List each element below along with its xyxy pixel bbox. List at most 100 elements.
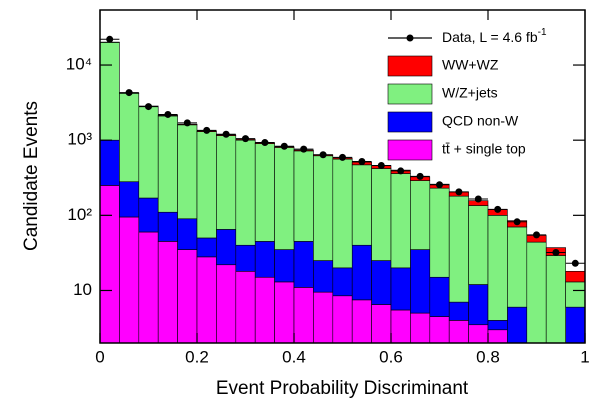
histogram-bar bbox=[216, 136, 235, 230]
histogram-bar bbox=[294, 241, 313, 287]
histogram-bar bbox=[216, 265, 235, 348]
histogram-bar bbox=[372, 305, 391, 348]
histogram-bar bbox=[313, 292, 332, 348]
histogram-bar bbox=[333, 296, 352, 348]
data-point bbox=[475, 195, 482, 202]
histogram-bar bbox=[566, 271, 585, 282]
data-point bbox=[572, 260, 579, 267]
histogram-bar bbox=[275, 250, 294, 282]
histogram-bar bbox=[449, 302, 468, 320]
x-tick-label: 0.4 bbox=[282, 347, 306, 366]
histogram-bar bbox=[100, 140, 119, 185]
histogram-bar bbox=[178, 125, 197, 219]
histogram-bar bbox=[158, 212, 177, 241]
legend-swatch bbox=[388, 140, 432, 160]
histogram-bar bbox=[352, 165, 371, 245]
histogram-bar bbox=[410, 181, 429, 250]
legend-label: tt̄ + single top bbox=[442, 141, 526, 157]
histogram-bar bbox=[119, 217, 138, 348]
histogram-bar bbox=[100, 42, 119, 140]
histogram-bar bbox=[236, 271, 255, 348]
histogram-bar bbox=[178, 219, 197, 250]
data-point bbox=[300, 146, 307, 153]
histogram-bar bbox=[430, 277, 449, 316]
histogram-bar bbox=[372, 261, 391, 305]
data-point bbox=[203, 127, 210, 134]
histogram-bar bbox=[236, 245, 255, 271]
histogram-bar bbox=[566, 282, 585, 307]
histogram-bar bbox=[139, 232, 158, 348]
legend-swatch bbox=[388, 84, 432, 104]
histogram-bar bbox=[100, 185, 119, 348]
histogram-bar bbox=[410, 250, 429, 314]
histogram-bar bbox=[507, 348, 526, 352]
histogram-bar bbox=[527, 348, 546, 360]
histogram-bar bbox=[546, 348, 565, 360]
histogram-bar bbox=[255, 277, 274, 348]
data-point bbox=[339, 154, 346, 161]
x-tick-label: 1 bbox=[580, 347, 589, 366]
data-point bbox=[261, 139, 268, 146]
histogram-bar bbox=[119, 182, 138, 217]
plot-area bbox=[100, 36, 585, 373]
x-tick-label: 0 bbox=[95, 347, 104, 366]
legend-marker bbox=[407, 35, 414, 42]
x-tick-label: 0.6 bbox=[379, 347, 403, 366]
histogram-bar bbox=[313, 261, 332, 293]
x-tick-label: 0.2 bbox=[185, 347, 209, 366]
data-point bbox=[242, 135, 249, 142]
x-tick-label: 0.8 bbox=[476, 347, 500, 366]
histogram-bar bbox=[294, 287, 313, 348]
histogram-bar bbox=[352, 245, 371, 300]
data-point bbox=[514, 218, 521, 225]
histogram-bar bbox=[158, 116, 177, 212]
histogram-bar bbox=[488, 320, 507, 329]
histogram-bar bbox=[488, 330, 507, 348]
legend-superscript: -1 bbox=[538, 27, 547, 38]
histogram-bar bbox=[197, 132, 216, 238]
data-point bbox=[417, 173, 424, 180]
histogram-bar bbox=[139, 107, 158, 198]
legend-label: W/Z+jets bbox=[442, 85, 498, 101]
legend-label: QCD non-W bbox=[442, 113, 519, 129]
data-point bbox=[223, 131, 230, 138]
histogram-bar bbox=[372, 168, 391, 260]
histogram-bar bbox=[236, 140, 255, 245]
data-point bbox=[145, 103, 152, 110]
histogram-bar bbox=[469, 206, 488, 285]
histogram-bar bbox=[255, 144, 274, 242]
histogram-bar bbox=[391, 268, 410, 310]
legend-text: Data, L = 4.6 fb bbox=[442, 29, 538, 45]
data-point bbox=[397, 167, 404, 174]
data-point bbox=[164, 111, 171, 118]
legend-label: WW+WZ bbox=[442, 57, 499, 73]
legend-swatch bbox=[388, 56, 432, 76]
histogram-bar bbox=[488, 215, 507, 320]
histogram-bar bbox=[294, 151, 313, 241]
histogram-bar bbox=[449, 320, 468, 348]
data-point bbox=[358, 158, 365, 165]
histogram-bar bbox=[178, 250, 197, 348]
histogram-bar bbox=[255, 241, 274, 277]
histogram-bar bbox=[216, 229, 235, 264]
legend-swatch bbox=[388, 112, 432, 132]
histogram-bar bbox=[449, 196, 468, 302]
histogram-bar bbox=[119, 93, 138, 181]
data-point bbox=[455, 188, 462, 195]
data-point bbox=[281, 143, 288, 150]
histogram-bar bbox=[313, 156, 332, 261]
data-point bbox=[552, 249, 559, 256]
data-point bbox=[320, 151, 327, 158]
histogram-bar bbox=[527, 242, 546, 348]
y-tick-label: 10² bbox=[67, 205, 92, 224]
data-point bbox=[106, 36, 113, 43]
y-tick-label: 10 bbox=[73, 280, 92, 299]
histogram-bar bbox=[158, 241, 177, 348]
histogram-bar bbox=[197, 257, 216, 348]
histogram-bar bbox=[546, 256, 565, 348]
histogram-bar bbox=[391, 174, 410, 268]
data-point bbox=[184, 119, 191, 126]
histogram-bar bbox=[275, 282, 294, 348]
histogram-bar bbox=[507, 307, 526, 348]
